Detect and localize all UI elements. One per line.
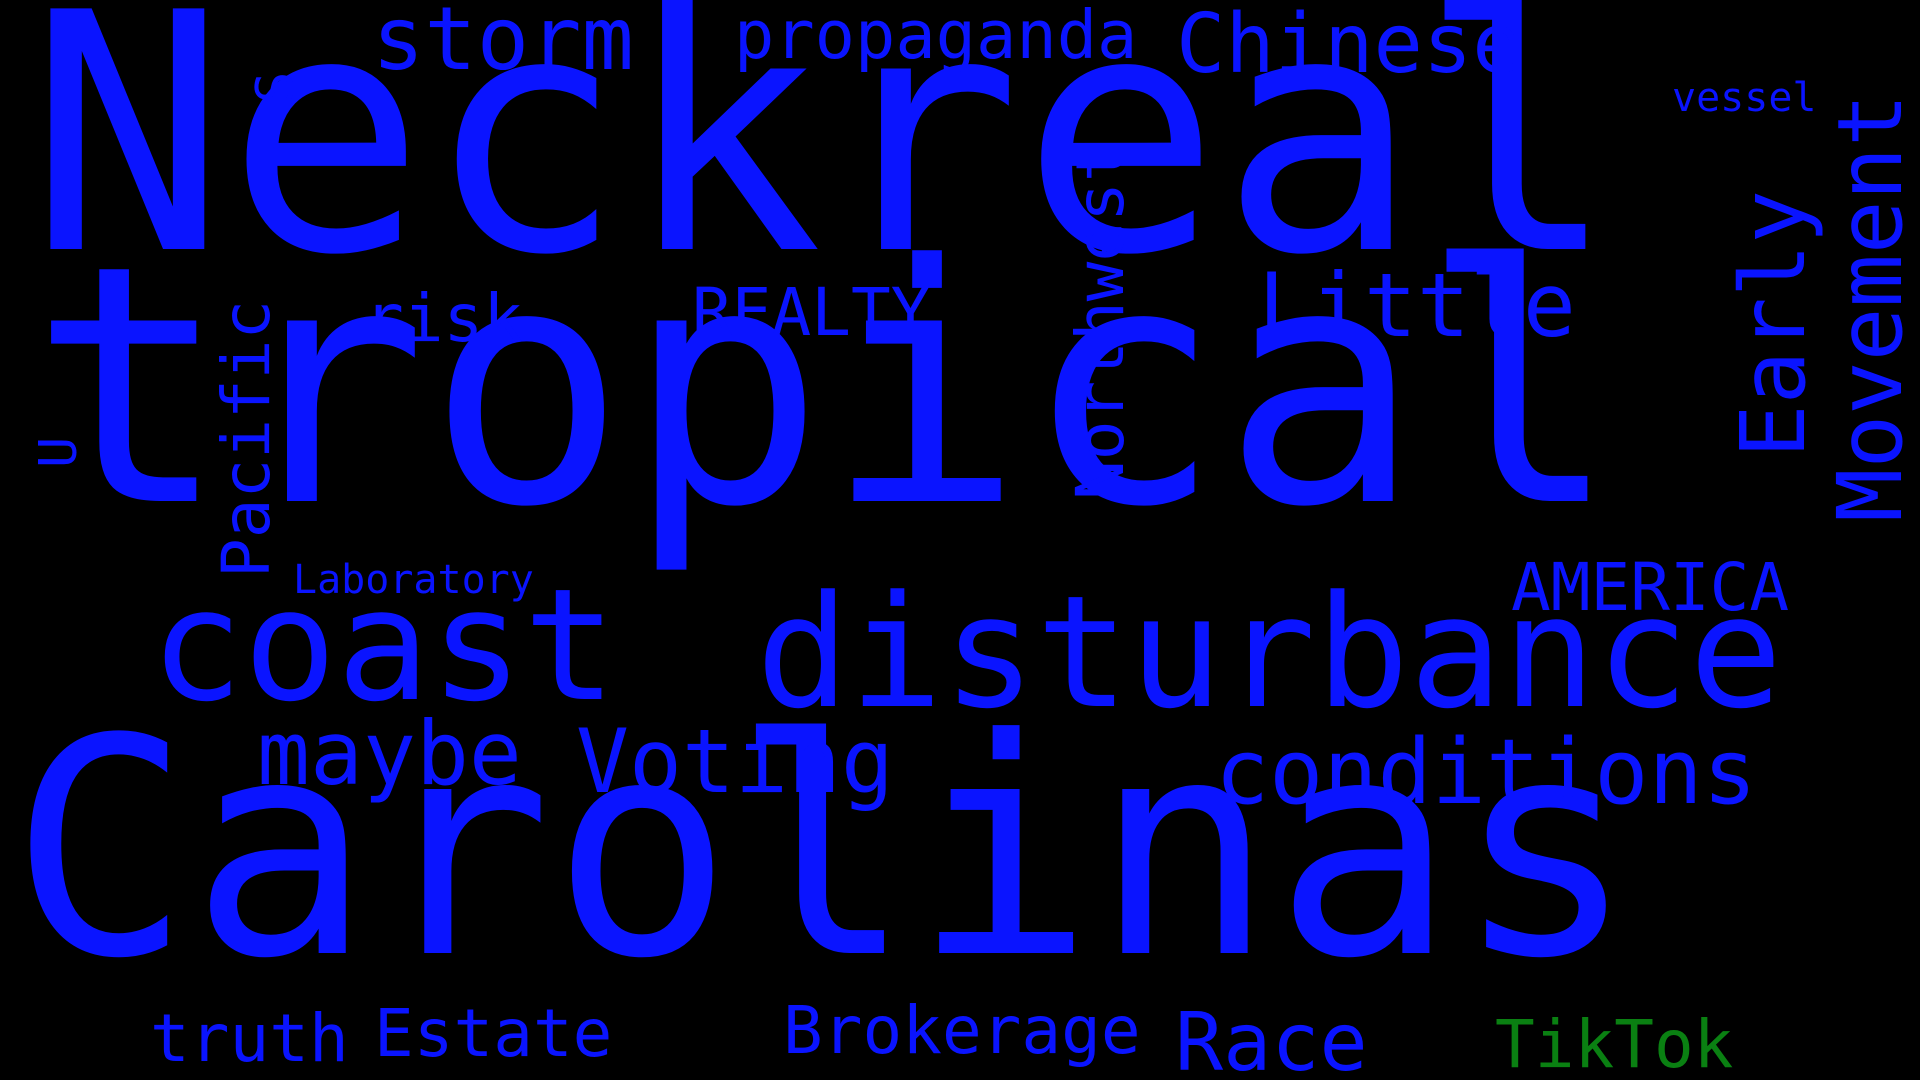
word-pacific: Pacific	[208, 299, 285, 578]
word-tiktok: TikTok	[1495, 1006, 1734, 1080]
word-northwest: Northwest	[1062, 142, 1139, 500]
word-risk: risk	[364, 280, 523, 357]
word-vessel: vessel	[1672, 75, 1817, 121]
word-u: U	[29, 436, 89, 468]
word-neckreal: Neckreal	[28, 0, 1618, 327]
word-early: Early	[1721, 190, 1825, 458]
word-truth: truth	[150, 1000, 349, 1077]
word-america: AMERICA	[1511, 549, 1790, 626]
word-coast: coast	[150, 555, 617, 736]
word-brokerage: Brokerage	[783, 992, 1141, 1069]
word-storm: storm	[372, 0, 634, 90]
word-conditions: conditions	[1215, 720, 1757, 825]
word-little: Little	[1258, 254, 1576, 357]
word-s: S	[246, 71, 306, 103]
word-propaganda: propaganda	[734, 0, 1138, 74]
word-estate: Estate	[374, 995, 613, 1072]
word-tropical: tropical	[30, 195, 1620, 579]
word-chinese: Chinese	[1176, 0, 1522, 92]
word-voting: Voting	[576, 710, 894, 813]
word-carolinas: Carolinas	[10, 675, 1636, 1024]
word-maybe: maybe	[257, 702, 522, 805]
word-race: Race	[1175, 996, 1368, 1080]
word-laboratory: Laboratory	[293, 557, 534, 603]
word-realty: REALTY	[692, 274, 931, 351]
word-disturbance: disturbance	[756, 562, 1783, 743]
word-movement: Movement	[1818, 93, 1920, 522]
